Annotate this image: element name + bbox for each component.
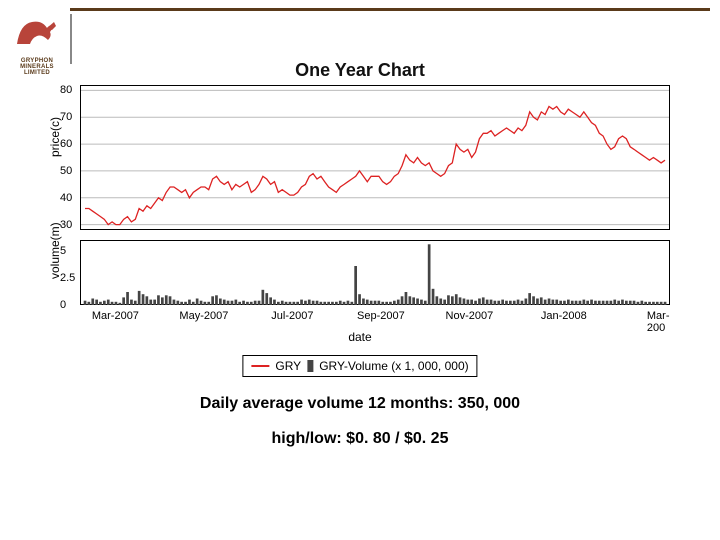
x-tick-label: Nov-2007 (446, 310, 494, 322)
price-ytick: 60 (60, 138, 72, 150)
x-tick-label: Jul-2007 (271, 310, 313, 322)
price-ytick: 80 (60, 84, 72, 96)
volume-ytick: 2.5 (60, 272, 75, 284)
caption-daily-average: Daily average volume 12 months: 350, 000 (0, 395, 720, 413)
price-ytick: 70 (60, 111, 72, 123)
logo-separator (70, 14, 72, 64)
x-tick-label: Sep-2007 (357, 310, 405, 322)
legend-price-swatch (251, 365, 269, 367)
chart-title: One Year Chart (0, 60, 720, 81)
x-tick-label: Mar-2007 (92, 310, 139, 322)
caption-high-low: high/low: $0. 80 / $0. 25 (0, 430, 720, 448)
legend-price-label: GRY (275, 359, 301, 373)
top-border (70, 8, 710, 11)
price-ytick: 40 (60, 192, 72, 204)
x-axis-title: date (0, 330, 720, 344)
volume-ytick: 0 (60, 299, 66, 311)
volume-chart (80, 240, 670, 305)
x-tick-label: May-2007 (179, 310, 228, 322)
price-ytick: 50 (60, 165, 72, 177)
price-chart (80, 85, 670, 230)
legend-volume-swatch (307, 360, 313, 372)
volume-ytick: 5 (60, 245, 66, 257)
legend-volume-label: GRY-Volume (x 1, 000, 000) (319, 359, 468, 373)
x-tick-label: Jan-2008 (541, 310, 587, 322)
chart-legend: GRY GRY-Volume (x 1, 000, 000) (242, 355, 477, 377)
gryphon-icon (12, 14, 62, 52)
